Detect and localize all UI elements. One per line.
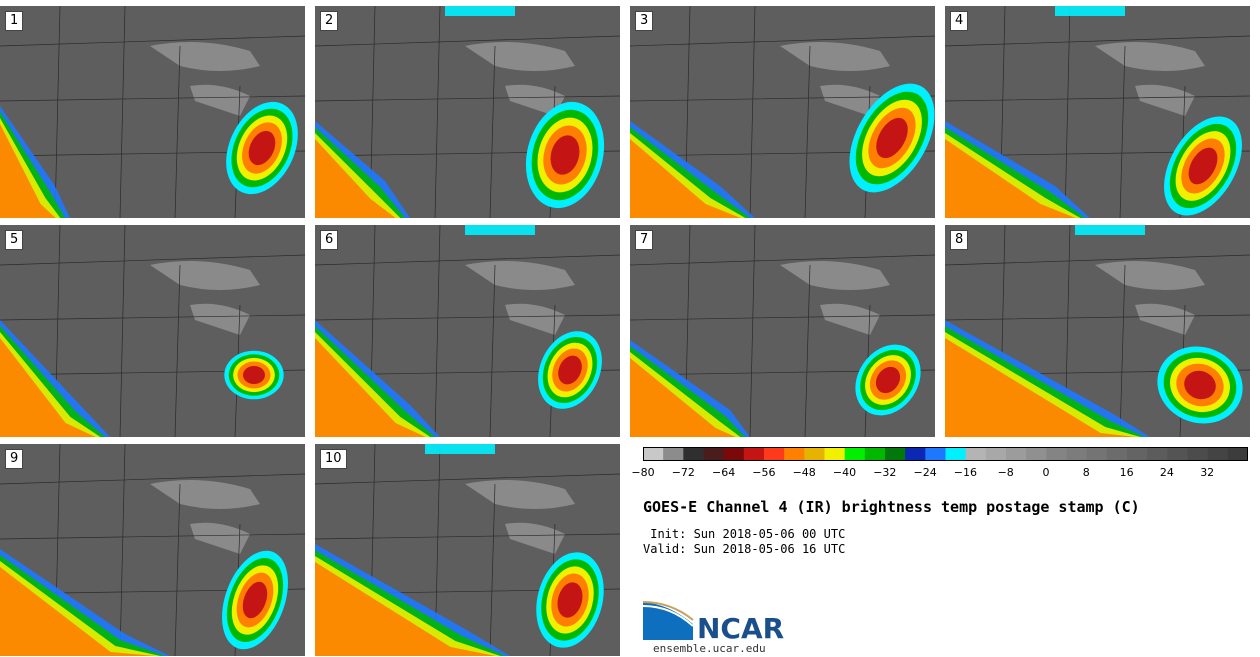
map-panel-6: 6 bbox=[315, 225, 620, 437]
map-panel-5: 5 bbox=[0, 225, 305, 437]
map-panel-8: 8 bbox=[945, 225, 1250, 437]
colorbar-swatch bbox=[985, 447, 1007, 461]
colorbar-swatch bbox=[643, 447, 664, 461]
site-url[interactable]: ensemble.ucar.edu bbox=[653, 642, 766, 655]
colorbar-swatch bbox=[743, 447, 765, 461]
colorbar-swatch bbox=[1006, 447, 1027, 461]
map-image bbox=[945, 6, 1250, 218]
colorbar-swatch bbox=[703, 447, 725, 461]
colorbar-tick-label: −72 bbox=[671, 466, 695, 479]
panel-label: 6 bbox=[320, 230, 339, 250]
map-panel-1: 1 bbox=[0, 6, 305, 218]
colorbar-swatch bbox=[844, 447, 866, 461]
map-panel-3: 3 bbox=[630, 6, 935, 218]
init-time: Init: Sun 2018-05-06 00 UTC bbox=[643, 527, 846, 541]
colorbar-swatch bbox=[764, 447, 785, 461]
map-panel-2: 2 bbox=[315, 6, 620, 218]
ncar-logo-text: NCAR bbox=[697, 612, 785, 645]
colorbar-swatch bbox=[1167, 447, 1188, 461]
colorbar-swatch bbox=[905, 447, 926, 461]
colorbar-tick-label: 8 bbox=[1082, 466, 1090, 479]
map-image bbox=[315, 444, 620, 656]
colorbar-swatch bbox=[1106, 447, 1128, 461]
colorbar-swatch bbox=[965, 447, 987, 461]
map-image bbox=[0, 6, 305, 218]
colorbar-swatch bbox=[1026, 447, 1047, 461]
colorbar-tick-label: −8 bbox=[997, 466, 1014, 479]
map-image bbox=[630, 225, 935, 437]
map-image bbox=[0, 444, 305, 656]
map-image bbox=[945, 225, 1250, 437]
colorbar-swatch bbox=[1046, 447, 1067, 461]
colorbar-swatch bbox=[784, 447, 805, 461]
colorbar-swatch bbox=[824, 447, 846, 461]
colorbar-swatch bbox=[1187, 447, 1209, 461]
panel-label: 7 bbox=[635, 230, 654, 250]
map-panel-9: 9 bbox=[0, 444, 305, 656]
map-panel-10: 10 bbox=[315, 444, 620, 656]
colorbar-swatch bbox=[1227, 447, 1248, 461]
colorbar-tick-label: −64 bbox=[711, 466, 736, 479]
ncar-logo-icon bbox=[643, 601, 694, 640]
figure-title: GOES-E Channel 4 (IR) brightness temp po… bbox=[643, 498, 1140, 516]
panel-label: 3 bbox=[635, 11, 654, 31]
colorbar-tick-label: 32 bbox=[1200, 466, 1215, 479]
colorbar-swatch bbox=[864, 447, 886, 461]
colorbar-swatch bbox=[1066, 447, 1088, 461]
colorbar-tick-label: −80 bbox=[631, 466, 655, 479]
colorbar-tick-label: −56 bbox=[752, 466, 776, 479]
panel-label: 1 bbox=[5, 11, 24, 31]
map-panel-7: 7 bbox=[630, 225, 935, 437]
colorbar-tick-label: −40 bbox=[832, 466, 857, 479]
panel-label: 5 bbox=[5, 230, 24, 250]
colorbar-swatch bbox=[1207, 447, 1229, 461]
colorbar-swatch bbox=[945, 447, 967, 461]
map-image bbox=[0, 225, 305, 437]
colorbar-tick-label: 16 bbox=[1119, 466, 1134, 479]
colorbar-swatch bbox=[723, 447, 745, 461]
colorbar-tick-label: −32 bbox=[873, 466, 897, 479]
colorbar bbox=[643, 447, 1248, 461]
colorbar-tick-label: −48 bbox=[792, 466, 816, 479]
panel-label: 4 bbox=[950, 11, 969, 31]
colorbar-swatch bbox=[663, 447, 684, 461]
colorbar-tick-label: 24 bbox=[1159, 466, 1174, 479]
panel-label: 8 bbox=[950, 230, 969, 250]
colorbar-swatch bbox=[804, 447, 825, 461]
valid-time: Valid: Sun 2018-05-06 16 UTC bbox=[643, 542, 846, 556]
colorbar-tick-label: −24 bbox=[913, 466, 937, 479]
colorbar-tick-label: −16 bbox=[953, 466, 977, 479]
map-image bbox=[630, 6, 935, 218]
colorbar-tick-label: 0 bbox=[1042, 466, 1050, 479]
map-image bbox=[315, 6, 620, 218]
map-panel-4: 4 bbox=[945, 6, 1250, 218]
panel-label: 9 bbox=[5, 449, 24, 469]
panel-label: 2 bbox=[320, 11, 339, 31]
panel-label: 10 bbox=[320, 449, 347, 469]
colorbar-swatch bbox=[925, 447, 946, 461]
colorbar-swatch bbox=[1147, 447, 1168, 461]
colorbar-swatch bbox=[1127, 447, 1148, 461]
colorbar-swatch bbox=[1086, 447, 1108, 461]
map-image bbox=[315, 225, 620, 437]
colorbar-swatch bbox=[885, 447, 906, 461]
colorbar-swatch bbox=[683, 447, 704, 461]
